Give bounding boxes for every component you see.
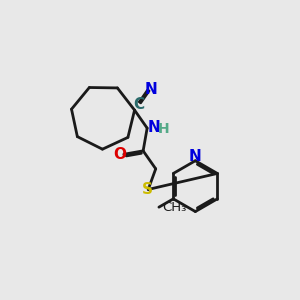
Text: S: S xyxy=(142,182,153,197)
Text: N: N xyxy=(145,82,158,97)
Text: O: O xyxy=(113,147,126,162)
Text: C: C xyxy=(133,97,144,112)
Text: N: N xyxy=(148,120,160,135)
Text: N: N xyxy=(189,149,202,164)
Text: CH₃: CH₃ xyxy=(162,201,187,214)
Text: H: H xyxy=(158,122,170,136)
